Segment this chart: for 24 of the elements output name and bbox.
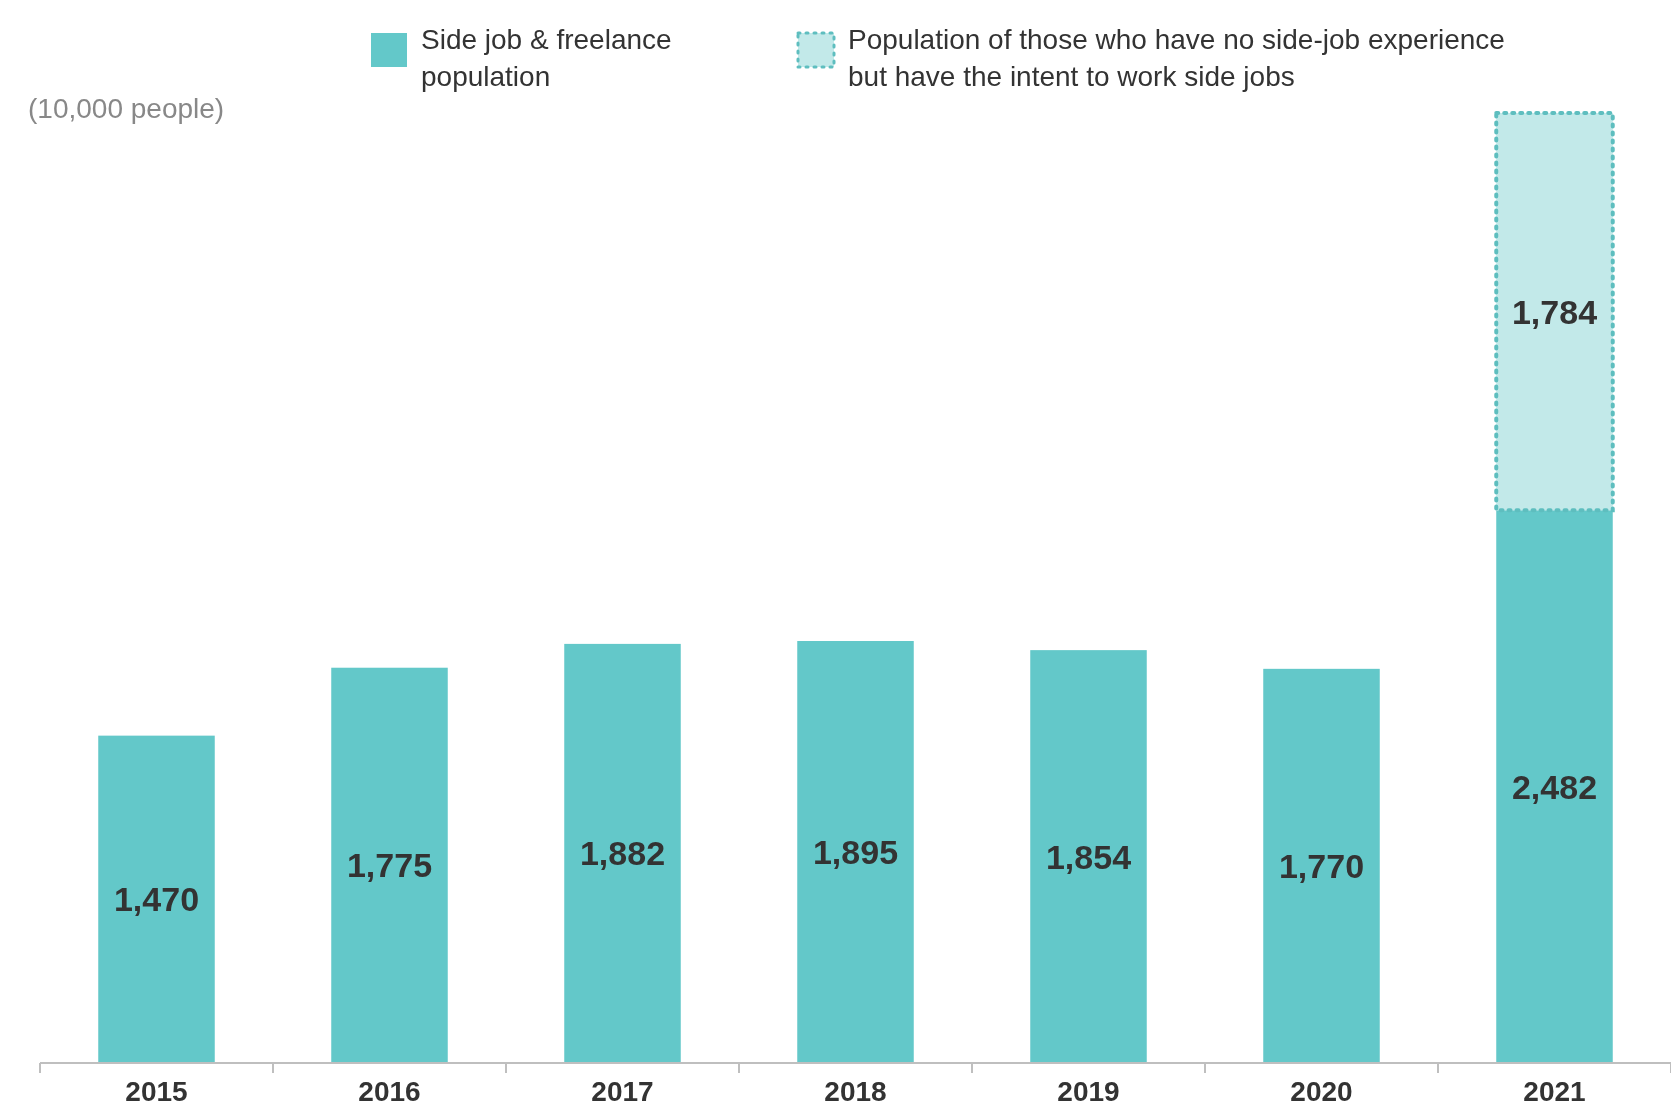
data-label: 1,895 bbox=[812, 833, 899, 871]
x-tick-label: 2020 bbox=[1290, 1076, 1353, 1107]
x-tick-label: 2017 bbox=[591, 1076, 654, 1107]
y-axis-title: (10,000 people) bbox=[28, 93, 225, 124]
bar bbox=[1263, 668, 1380, 1063]
data-label: 1,854 bbox=[1045, 837, 1132, 876]
x-tick-label: 2018 bbox=[824, 1076, 887, 1107]
data-label: 1,770 bbox=[1278, 846, 1365, 885]
bar bbox=[797, 641, 914, 1063]
data-label: 1,775 bbox=[346, 846, 433, 885]
legend-label: Side job & freelance population bbox=[421, 24, 672, 93]
x-tick-label: 2019 bbox=[1057, 1076, 1120, 1107]
x-tick-label: 2016 bbox=[358, 1076, 421, 1107]
bar bbox=[564, 643, 681, 1063]
x-tick-label: 2021 bbox=[1523, 1076, 1586, 1107]
data-label: 1,882 bbox=[579, 834, 666, 873]
legend-label: Population of those who have no side-job experience but have the intent to work side jobs bbox=[848, 24, 1505, 93]
x-tick-label: 2015 bbox=[125, 1076, 188, 1107]
bar bbox=[331, 667, 448, 1063]
bar bbox=[98, 735, 215, 1063]
data-label: 1,784 bbox=[1511, 292, 1598, 331]
data-label: 1,470 bbox=[113, 880, 200, 919]
data-label: 2,482 bbox=[1511, 767, 1598, 806]
bar bbox=[1030, 650, 1147, 1063]
